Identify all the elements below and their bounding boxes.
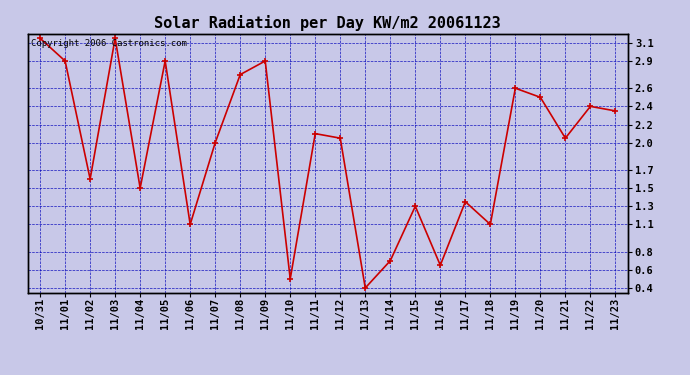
Text: Copyright 2006 Castronics.com: Copyright 2006 Castronics.com — [30, 39, 186, 48]
Title: Solar Radiation per Day KW/m2 20061123: Solar Radiation per Day KW/m2 20061123 — [155, 15, 501, 31]
